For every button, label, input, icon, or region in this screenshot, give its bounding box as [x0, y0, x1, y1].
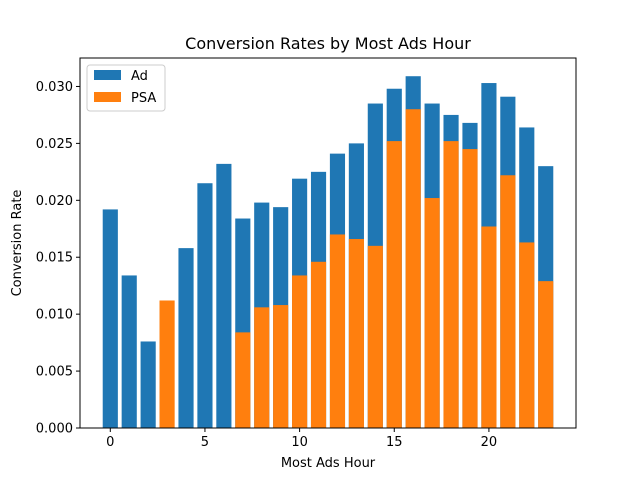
x-tick-label: 10 — [291, 435, 308, 450]
bar-ad-hour-5 — [197, 183, 213, 428]
psa-series-bars — [159, 109, 554, 429]
y-axis-ticks: 0.000 0.005 0.010 0.015 0.020 0.025 0.030 — [36, 80, 80, 437]
bar-ad-hour-6 — [216, 163, 232, 428]
bar-psa-hour-12 — [329, 234, 346, 428]
legend-swatch-psa — [94, 92, 121, 102]
legend-label-psa: PSA — [131, 91, 156, 106]
plot-area-frame — [79, 57, 577, 429]
x-tick-label: 0 — [106, 435, 114, 450]
bar-psa-hour-23 — [538, 281, 554, 428]
legend-label-ad: Ad — [131, 69, 148, 84]
y-tick-label: 0.015 — [36, 251, 73, 266]
bar-psa-hour-20 — [481, 226, 497, 428]
bar-psa-hour-13 — [348, 239, 364, 428]
bar-ad-hour-2 — [140, 341, 156, 428]
x-axis-ticks: 0 5 10 15 20 — [106, 428, 497, 450]
y-tick-label: 0.020 — [36, 194, 73, 209]
bar-psa-hour-7 — [235, 332, 251, 428]
y-tick-label: 0.005 — [36, 365, 73, 380]
x-tick-label: 5 — [201, 435, 209, 450]
bar-psa-hour-8 — [254, 307, 270, 428]
x-axis-label: Most Ads Hour — [281, 456, 376, 471]
bar-psa-hour-21 — [500, 175, 516, 428]
chart-title: Conversion Rates by Most Ads Hour — [185, 34, 471, 53]
y-tick-label: 0.000 — [36, 422, 73, 437]
bar-psa-hour-19 — [462, 149, 478, 429]
bar-psa-hour-17 — [424, 198, 440, 428]
bar-ad-hour-4 — [178, 248, 194, 428]
bar-psa-hour-11 — [310, 261, 327, 428]
y-tick-label: 0.025 — [36, 137, 73, 152]
x-tick-label: 15 — [386, 435, 403, 450]
legend-swatch-ad — [94, 70, 121, 80]
bar-psa-hour-10 — [292, 275, 308, 428]
bar-psa-hour-18 — [443, 141, 459, 428]
bar-ad-hour-1 — [121, 275, 137, 428]
y-tick-label: 0.010 — [36, 308, 73, 323]
bar-psa-hour-22 — [519, 242, 535, 428]
bar-psa-hour-9 — [273, 305, 289, 428]
y-axis-label: Conversion Rate — [10, 190, 25, 297]
x-tick-label: 20 — [481, 435, 498, 450]
bar-ad-hour-0 — [102, 209, 118, 428]
bar-psa-hour-14 — [367, 245, 383, 428]
bar-psa-hour-3 — [159, 300, 175, 428]
legend: Ad PSA — [86, 64, 166, 112]
bar-psa-hour-15 — [386, 141, 402, 428]
y-tick-label: 0.030 — [36, 80, 73, 95]
bar-psa-hour-16 — [405, 109, 421, 428]
